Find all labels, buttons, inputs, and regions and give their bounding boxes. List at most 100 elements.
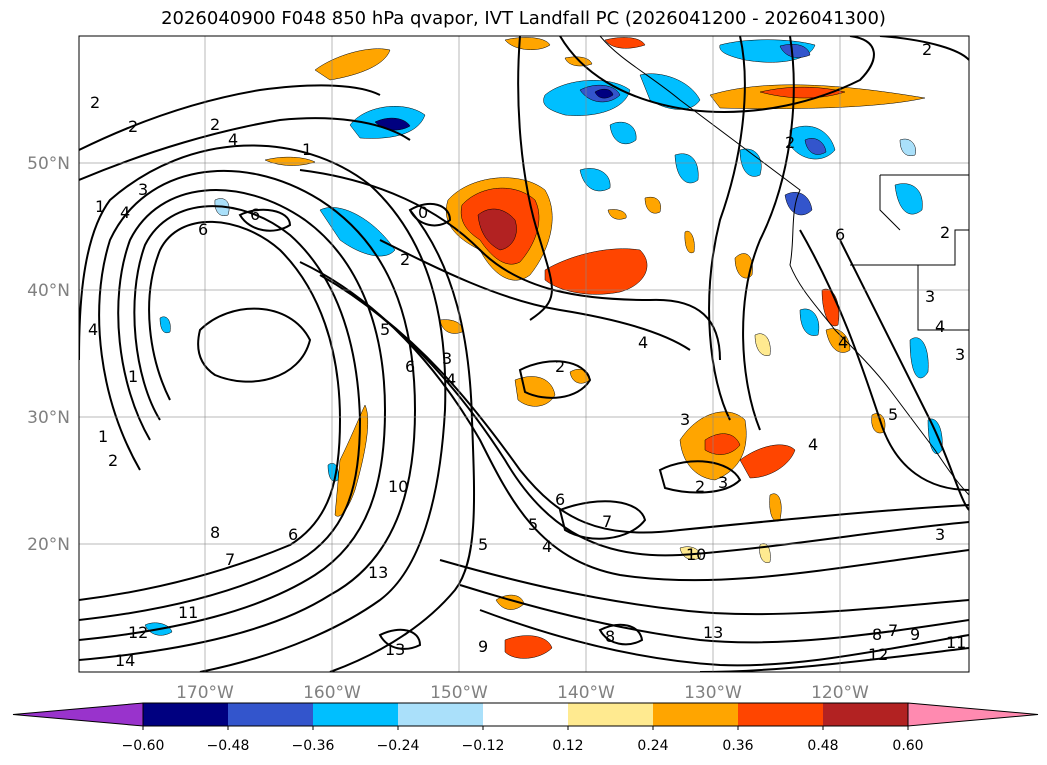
coastline-path [850,229,969,266]
positive-anomaly-region [314,48,391,81]
ivt-contour-line [699,647,969,672]
contour-label: 7 [602,512,612,531]
contour-label: 2 [400,250,410,269]
negative-anomaly-region [799,308,820,336]
ivt-contour-line [238,208,292,232]
ivt-contour-line [799,229,969,491]
positive-anomaly-region [684,230,695,254]
negative-anomaly-region [594,88,614,99]
colorbar-extend-low [12,702,144,727]
contour-label: 11 [178,603,198,622]
contour-label: 2 [922,40,932,59]
contour-label: 3 [955,345,965,364]
contour-label: 13 [368,563,388,582]
ivt-contour-line [79,169,417,661]
negative-anomaly-region [779,44,811,58]
contour-label: 4 [808,435,818,454]
colorbar-swatch [483,703,568,726]
colorbar-tick-label: −0.24 [377,738,420,754]
colorbar: −0.60 −0.48 −0.36 −0.24 −0.12 0.12 0.24 0.36 0.4… [12,702,1039,754]
positive-anomaly-region [607,209,627,220]
chart-title: 2026040900 F048 850 hPa qvapor, IVT Land… [161,8,886,29]
contour-label: 3 [680,410,690,429]
ivt-contours [79,36,969,672]
positive-anomaly-region [704,433,741,455]
contour-label: 1 [302,140,312,159]
lon-label: 130°W [684,683,742,703]
positive-anomaly-region [734,253,753,279]
contour-label: 1 [98,427,108,446]
contour-label: 8 [872,625,882,644]
contour-label: 12 [128,623,148,642]
contour-label: 5 [888,405,898,424]
contour-label: 2 [210,115,220,134]
ivt-contour-line [742,36,795,431]
positive-anomaly-region [477,208,517,251]
ivt-contour-line [518,360,592,399]
ivt-contour-line [708,36,746,421]
contour-label: 6 [198,220,208,239]
contour-label: 11 [946,633,966,652]
contour-label: 1 [95,197,105,216]
contour-label: 9 [478,637,488,656]
lon-label: 160°W [303,683,361,703]
contour-label: 2 [108,451,118,470]
colorbar-tick-label: 0.36 [722,738,753,754]
lon-label: 150°W [430,683,488,703]
contour-label: 13 [703,623,723,642]
contour-label: 1 [128,367,138,386]
positive-anomaly-region [754,333,771,356]
coastline-path [879,175,901,231]
ivt-contour-line [79,84,381,151]
contour-label: 8 [210,523,220,542]
negative-anomaly-region [159,316,171,334]
ivt-contour-line [197,307,312,383]
colorbar-swatch [313,703,398,726]
positive-anomaly-region [739,444,796,479]
lon-label: 120°W [811,683,869,703]
negative-anomaly-region [784,192,813,216]
lat-label: 50°N [27,154,70,174]
positive-anomaly-region [514,376,556,407]
contour-label: 2 [555,357,565,376]
ivt-contour-line [79,117,411,181]
lon-axis-labels: 170°W 160°W 150°W 140°W 130°W 120°W [176,683,869,703]
colorbar-tick-label: 0.60 [892,738,923,754]
ivt-contour-line [379,239,691,351]
contour-label: 3 [138,180,148,199]
ivt-contour-line [559,36,875,113]
contour-label: 3 [718,473,728,492]
negative-anomaly-region [609,121,637,145]
contour-labels: 2 2 4 2 1 3 1 4 6 6 2 0 2 4 3 6 4 2 4 3 … [88,40,966,670]
ivt-contour-line [658,460,742,494]
qvapor-shading [144,37,943,659]
coastline [599,36,969,496]
positive-anomaly-region [504,635,553,659]
ivt-contour-line [79,144,447,672]
ivt-contour-line [79,189,387,641]
ivt-contour-line [839,239,969,511]
contour-label: 13 [385,640,405,659]
coastline-path [917,265,969,331]
negative-anomaly-region [899,138,916,156]
contour-label: 4 [542,537,552,556]
contour-label: 14 [115,651,135,670]
colorbar-tick-label: 0.48 [807,738,838,754]
positive-anomaly-region [439,319,463,334]
contour-label: 9 [910,625,920,644]
colorbar-swatch [738,703,823,726]
colorbar-tick-label: −0.60 [122,738,165,754]
ivt-contour-line [517,36,553,321]
contour-label: 8 [605,627,615,646]
ivt-contour-line [558,500,647,540]
ivt-contour-line [378,628,422,650]
colorbar-tick-label: −0.12 [462,738,505,754]
positive-anomaly-region [644,196,661,214]
lat-axis-labels: 50°N 40°N 30°N 20°N [27,154,70,555]
contour-label: 12 [868,645,888,664]
contour-label: 3 [935,525,945,544]
plot-area: 2 2 4 2 1 3 1 4 6 6 2 0 2 4 3 6 4 2 4 3 … [79,36,969,672]
contour-label: 6 [405,357,415,376]
ivt-contour-line [598,623,644,646]
colorbar-tick-label: 0.24 [637,738,668,754]
